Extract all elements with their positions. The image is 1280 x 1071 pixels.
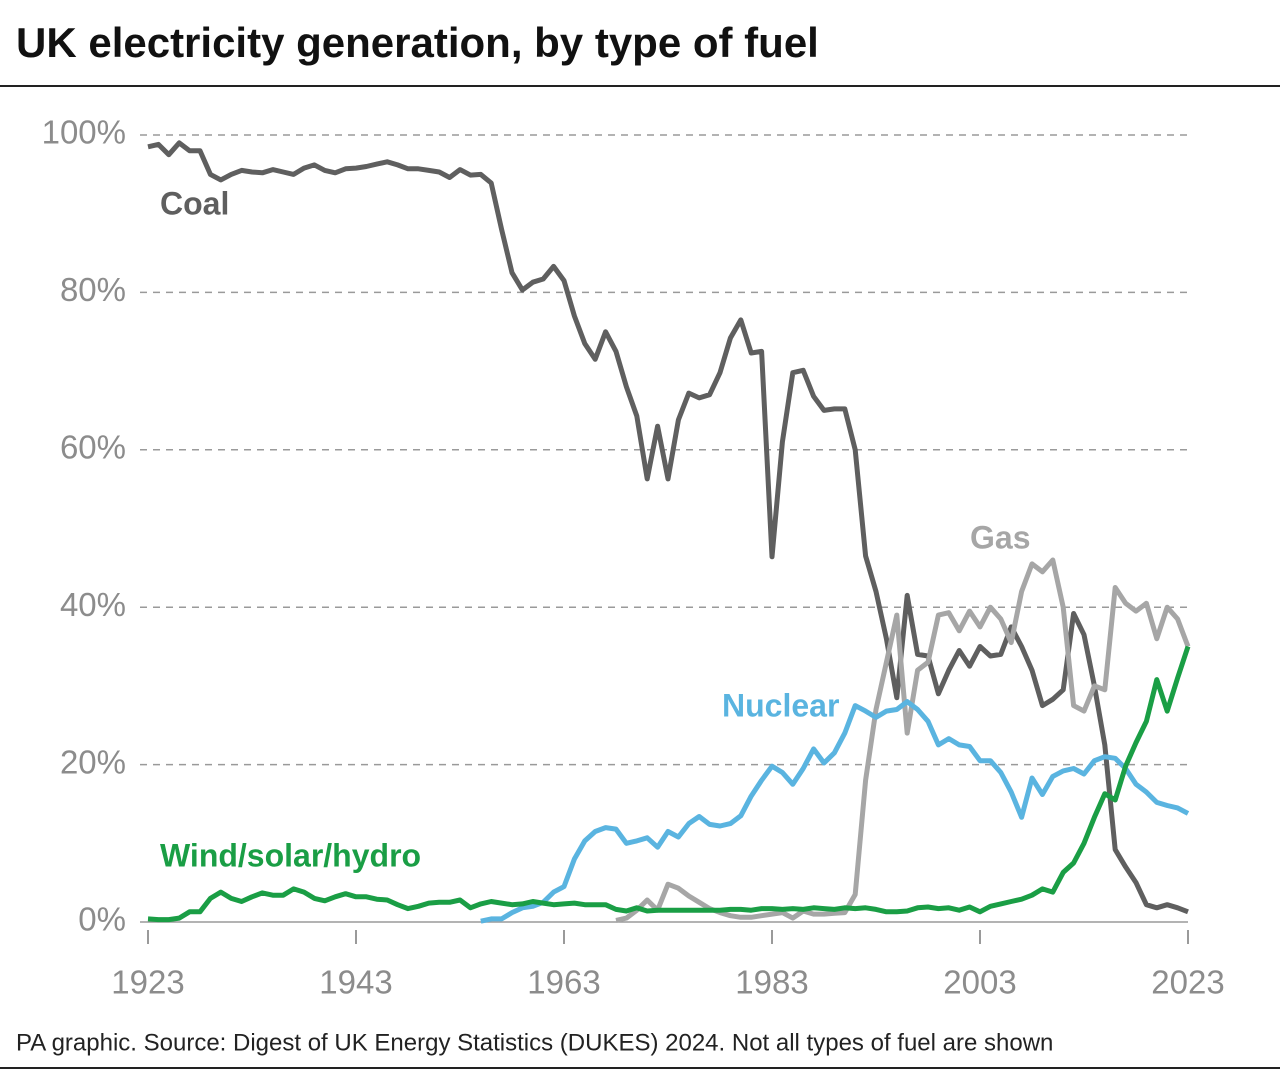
series-label: Gas: [970, 519, 1030, 555]
x-tick-label: 1983: [735, 964, 808, 1001]
series-line: [480, 699, 1190, 924]
chart-title: UK electricity generation, by type of fu…: [16, 19, 819, 66]
y-tick-label: 40%: [60, 586, 126, 623]
series-line: [147, 140, 1189, 915]
y-tick-label: 60%: [60, 429, 126, 466]
y-tick-label: 20%: [60, 743, 126, 780]
y-tick-label: 80%: [60, 271, 126, 308]
series-line: [147, 645, 1191, 923]
series-label: Wind/solar/hydro: [160, 837, 421, 873]
x-tick-label: 1963: [527, 964, 600, 1001]
x-tick-label: 2023: [1151, 964, 1224, 1001]
y-tick-label: 100%: [42, 114, 126, 151]
x-tick-label: 1943: [319, 964, 392, 1001]
x-tick-label: 2003: [943, 964, 1016, 1001]
series-label: Nuclear: [722, 687, 839, 723]
y-tick-label: 0%: [78, 901, 126, 938]
source-note: PA graphic. Source: Digest of UK Energy …: [16, 1029, 1053, 1056]
series-label: Coal: [160, 185, 229, 221]
x-tick-label: 1923: [111, 964, 184, 1001]
